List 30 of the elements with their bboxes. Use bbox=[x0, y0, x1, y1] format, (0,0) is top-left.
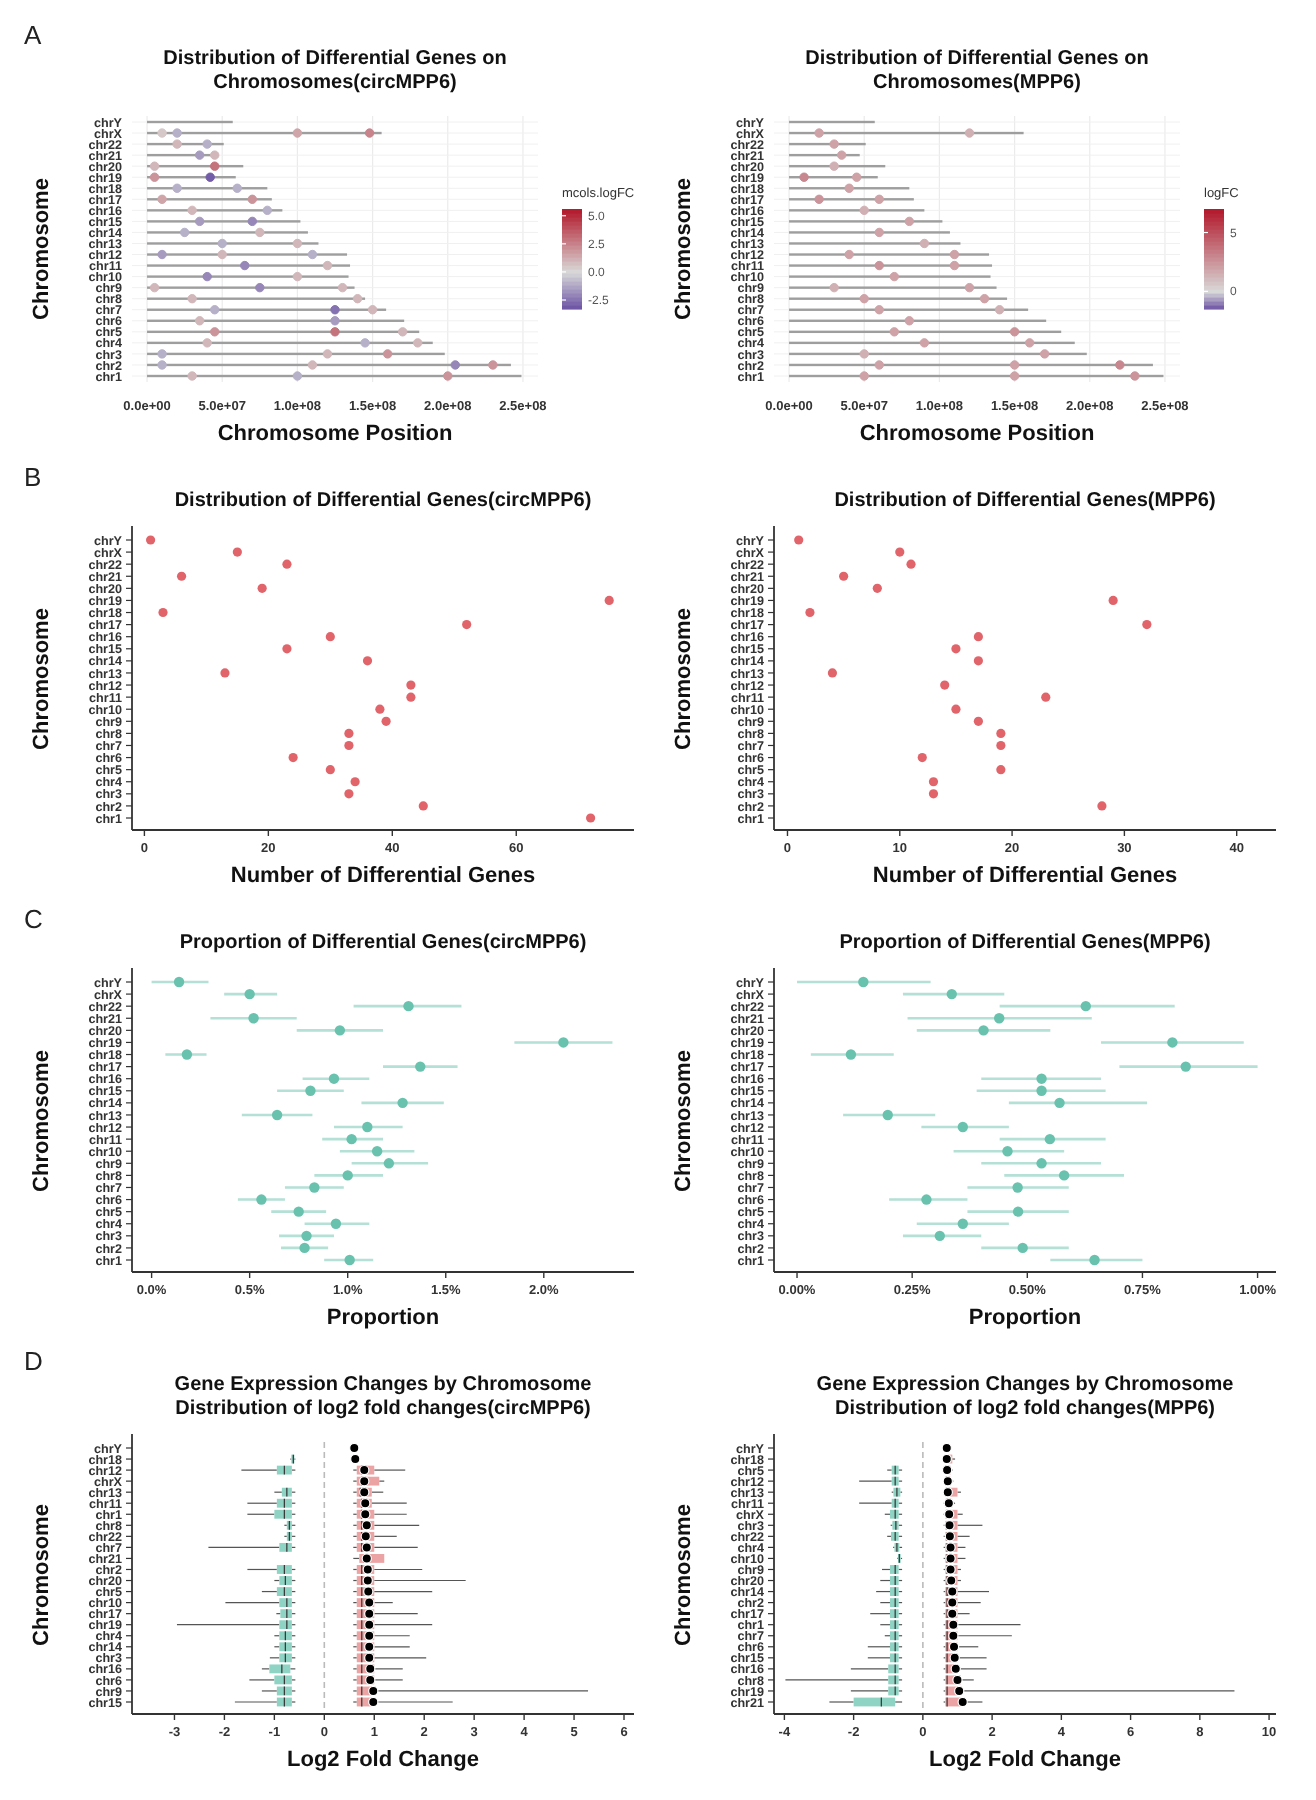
y-axis-title: Chromosome bbox=[672, 1504, 696, 1646]
y-axis-title: Chromosome bbox=[30, 1504, 54, 1646]
text: A bbox=[24, 20, 42, 50]
chart-title: Gene Expression Changes by Chromosome bbox=[174, 1374, 593, 1396]
x-axis-title: Proportion bbox=[968, 1306, 1082, 1330]
x-axis-title: Log2 Fold Change bbox=[929, 1748, 1121, 1772]
y-axis-title: Chromosome bbox=[30, 608, 54, 750]
text: C bbox=[24, 904, 43, 934]
x-axis-title: Chromosome Position bbox=[217, 422, 453, 446]
y-axis-title: Chromosome bbox=[30, 1050, 54, 1192]
y-axis-title: Chromosome bbox=[672, 1050, 696, 1192]
x-axis-title: Chromosome Position bbox=[859, 422, 1095, 446]
text: B bbox=[24, 462, 42, 492]
chart-title: Distribution of Differential Genes(circMPP6) bbox=[174, 490, 592, 512]
chart-title: Gene Expression Changes by Chromosome bbox=[816, 1374, 1235, 1396]
y-axis-title: Chromosome bbox=[672, 178, 696, 320]
chart-title: Distribution of Differential Genes on Chromosomes(circMPP6) bbox=[163, 48, 507, 94]
x-axis-title: Number of Differential Genes bbox=[230, 864, 536, 888]
text: D bbox=[24, 1346, 43, 1376]
x-axis-title: Proportion bbox=[326, 1306, 440, 1330]
x-axis-title: Log2 Fold Change bbox=[287, 1748, 479, 1772]
chart-title: Distribution of Differential Genes(MPP6) bbox=[834, 490, 1216, 512]
chart-subtitle: Distribution of log2 fold changes(circMPP6) bbox=[175, 1398, 591, 1420]
chart-subtitle: Distribution of log2 fold changes(MPP6) bbox=[835, 1398, 1215, 1420]
y-axis-title: Chromosome bbox=[672, 608, 696, 750]
chart-title: Proportion of Differential Genes(circMPP6) bbox=[179, 932, 587, 954]
chart-title: Distribution of Differential Genes on Chromosomes(MPP6) bbox=[805, 48, 1149, 94]
chart-title: Proportion of Differential Genes(MPP6) bbox=[839, 932, 1211, 954]
y-axis-title: Chromosome bbox=[30, 178, 54, 320]
x-axis-title: Number of Differential Genes bbox=[872, 864, 1178, 888]
